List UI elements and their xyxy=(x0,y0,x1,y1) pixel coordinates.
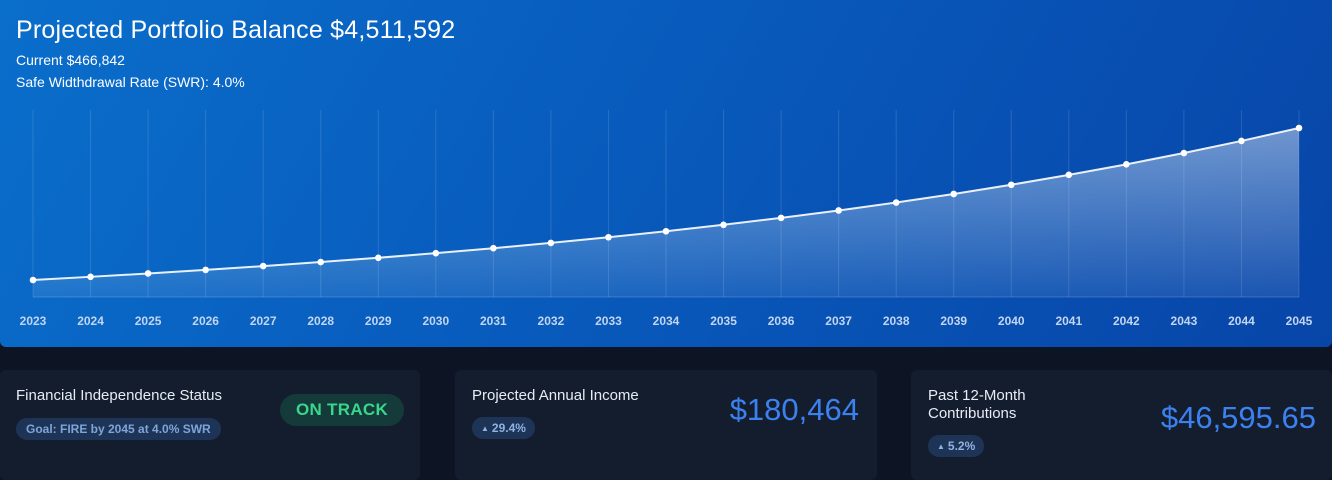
data-point-2034 xyxy=(662,227,670,235)
data-point-2031 xyxy=(490,244,497,252)
x-tick-label-2036: 2036 xyxy=(768,314,795,328)
data-point-2027 xyxy=(259,262,267,270)
x-tick-label-2026: 2026 xyxy=(192,314,219,328)
data-point-2030 xyxy=(432,249,440,257)
data-point-2037 xyxy=(835,207,842,214)
annual-income-card: Projected Annual Income ▲ 29.4% $180,464 xyxy=(455,370,877,480)
x-tick-label-2034: 2034 xyxy=(653,314,680,328)
swr-label: Safe Widthdrawal Rate (SWR): 4.0% xyxy=(16,74,245,90)
data-point-2042 xyxy=(1123,161,1130,168)
x-tick-label-2028: 2028 xyxy=(307,314,334,328)
x-tick-label-2035: 2035 xyxy=(710,314,737,328)
portfolio-projection-chart: 2023 2024 2025 2026 2027 2028 2029 2030 2031 2032… xyxy=(20,110,1313,328)
x-tick-label-2044: 2044 xyxy=(1228,314,1255,328)
triangle-up-icon: ▲ xyxy=(937,442,945,451)
x-tick-label-2039: 2039 xyxy=(940,314,967,328)
x-tick-label-2038: 2038 xyxy=(883,314,910,328)
x-tick-label-2045: 2045 xyxy=(1286,314,1313,328)
data-point-2032 xyxy=(547,239,555,247)
data-point-2036 xyxy=(777,214,785,222)
data-point-2039 xyxy=(950,190,958,198)
contributions-delta-badge: ▲ 5.2% xyxy=(928,435,985,457)
data-point-2029 xyxy=(374,254,382,262)
data-point-2044 xyxy=(1238,137,1245,145)
annual-income-title: Projected Annual Income xyxy=(472,387,639,404)
contributions-card: Past 12-Month Contributions ▲ 5.2% $46,59… xyxy=(911,370,1332,480)
triangle-up-icon: ▲ xyxy=(481,424,489,433)
data-point-2033 xyxy=(605,233,612,241)
fi-status-title: Financial Independence Status xyxy=(16,387,222,404)
x-tick-label-2029: 2029 xyxy=(365,314,392,328)
data-point-2043 xyxy=(1180,149,1188,157)
data-point-2038 xyxy=(892,199,900,206)
x-tick-label-2025: 2025 xyxy=(135,314,162,328)
contributions-title-line2: Contributions xyxy=(928,405,1017,422)
x-tick-label-2041: 2041 xyxy=(1055,314,1082,328)
status-badge: ON TRACK xyxy=(280,394,404,426)
income-delta-value: 29.4% xyxy=(491,421,526,435)
x-tick-label-2032: 2032 xyxy=(538,314,565,328)
contributions-delta-value: 5.2% xyxy=(947,439,976,453)
contributions-title-line1: Past 12-Month xyxy=(928,387,1026,404)
income-delta-badge: ▲ 29.4% xyxy=(472,417,535,439)
x-tick-label-2024: 2024 xyxy=(77,314,104,328)
x-tick-label-2033: 2033 xyxy=(595,314,622,328)
annual-income-value: $180,464 xyxy=(729,392,859,427)
data-point-2041 xyxy=(1065,171,1073,179)
data-point-2025 xyxy=(144,270,152,277)
area-fill xyxy=(33,128,1299,297)
x-tick-label-2043: 2043 xyxy=(1171,314,1198,328)
data-point-2028 xyxy=(317,258,325,266)
contributions-title: Past 12-Month Contributions xyxy=(928,387,1026,423)
data-point-2023 xyxy=(29,276,37,284)
x-tick-label-2040: 2040 xyxy=(998,314,1025,328)
data-point-2045 xyxy=(1295,124,1303,132)
data-point-2026 xyxy=(202,266,209,274)
data-point-2035 xyxy=(720,221,727,229)
x-tick-label-2023: 2023 xyxy=(20,314,47,328)
x-tick-label-2027: 2027 xyxy=(250,314,277,328)
current-balance: Current $466,842 xyxy=(16,52,125,68)
fi-status-card: Financial Independence Status Goal: FIRE… xyxy=(0,370,420,480)
contributions-value: $46,595.65 xyxy=(1160,400,1316,435)
portfolio-hero: 2023 2024 2025 2026 2027 2028 2029 2030 2031 2032… xyxy=(0,0,1332,347)
data-point-2040 xyxy=(1007,181,1015,189)
x-tick-label-2042: 2042 xyxy=(1113,314,1140,328)
x-tick-label-2037: 2037 xyxy=(825,314,852,328)
data-point-2024 xyxy=(87,273,94,281)
goal-badge: Goal: FIRE by 2045 at 4.0% SWR xyxy=(16,418,221,440)
x-tick-label-2030: 2030 xyxy=(422,314,449,328)
page-title: Projected Portfolio Balance $4,511,592 xyxy=(16,16,456,44)
x-tick-label-2031: 2031 xyxy=(480,314,507,328)
